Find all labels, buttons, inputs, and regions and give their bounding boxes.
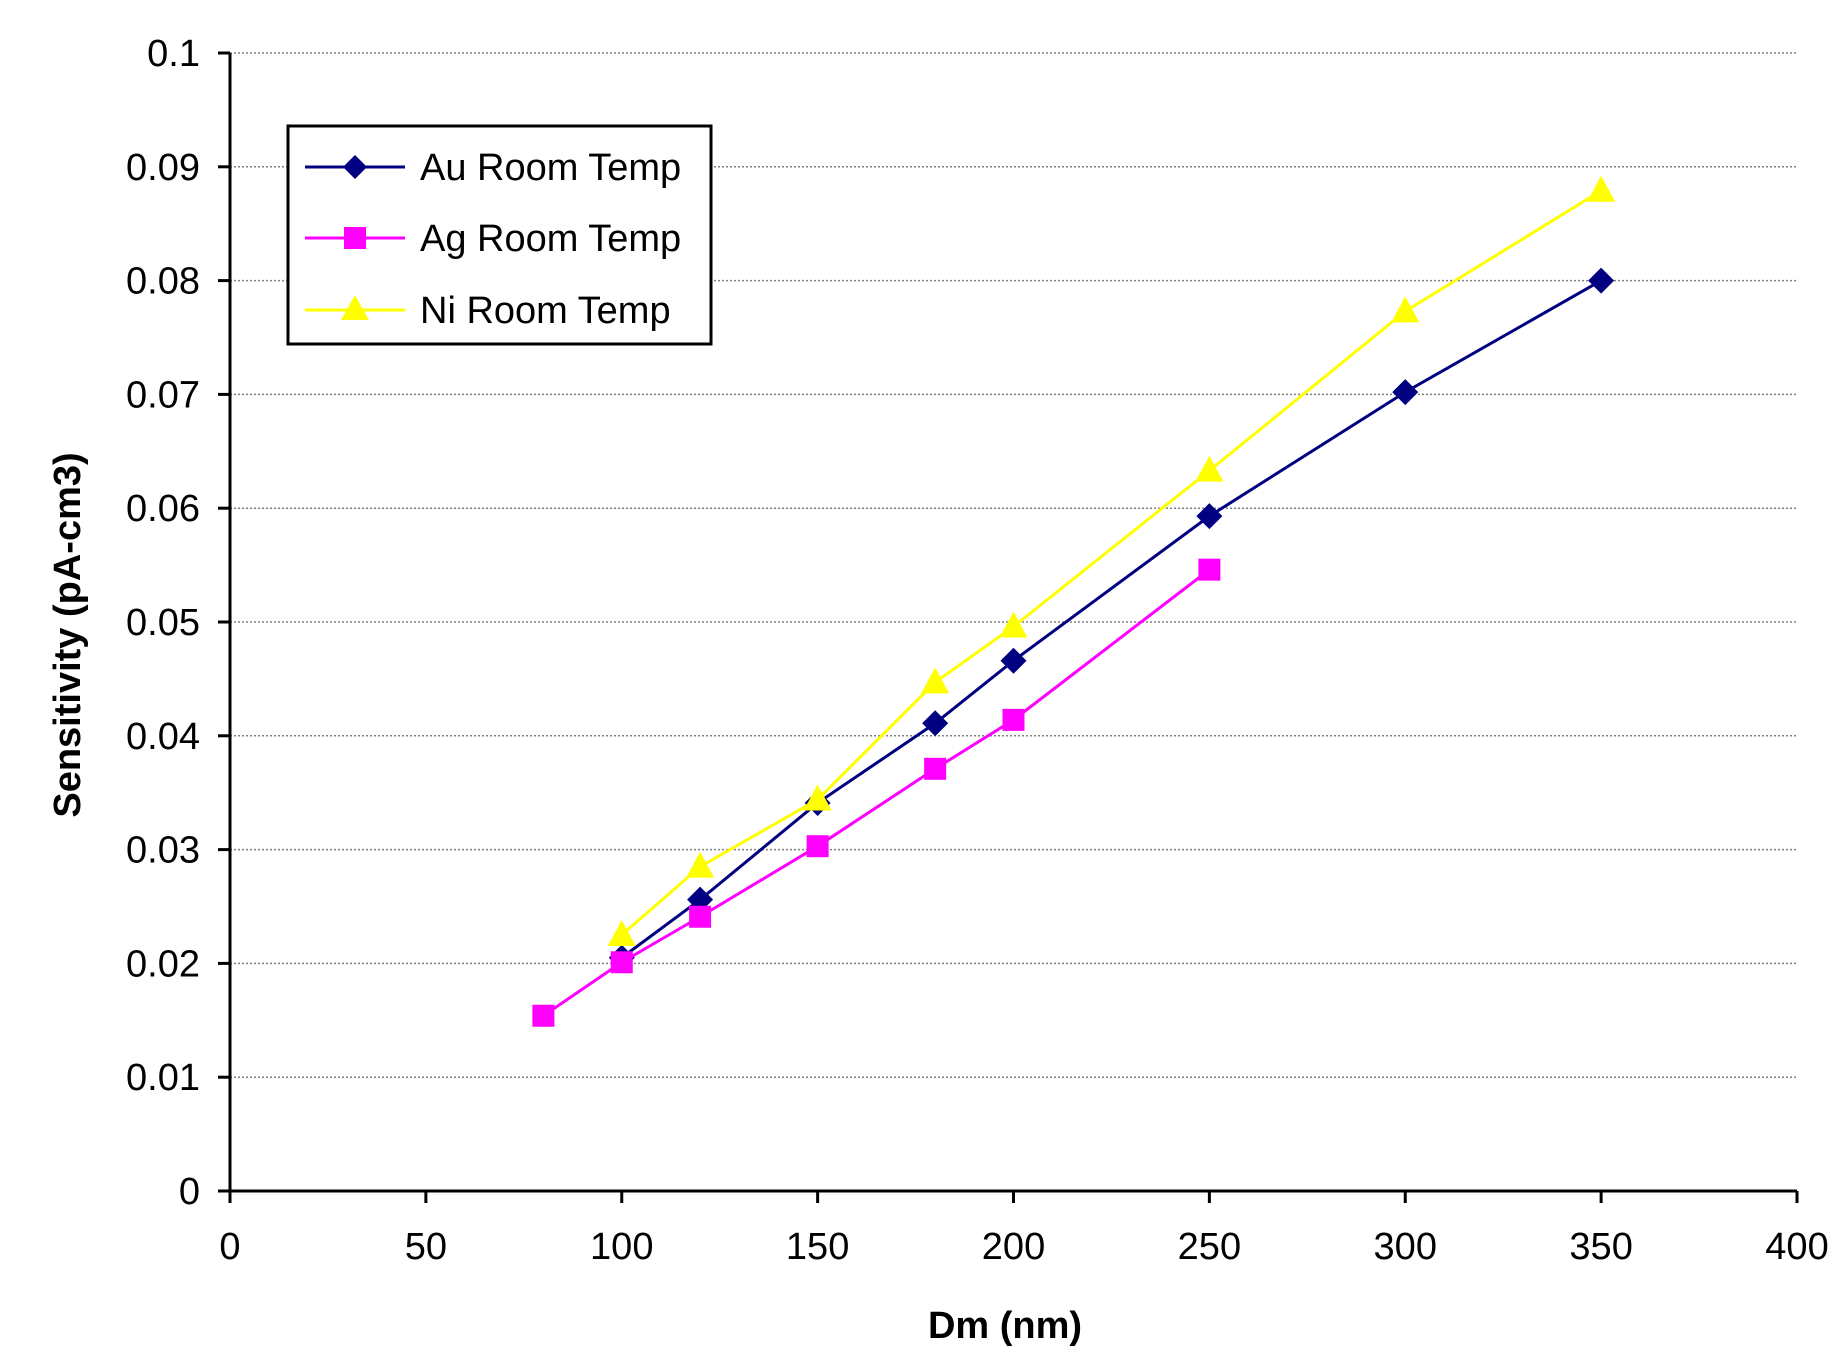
y-tick-label: 0.05	[126, 602, 200, 644]
legend-item-au: Au Room Temp	[305, 147, 681, 189]
data-point-square	[806, 835, 829, 858]
series-line	[620, 279, 1602, 959]
legend-item-ni: Ni Room Temp	[305, 290, 671, 332]
series-1	[532, 558, 1221, 1027]
y-tick-label: 0.1	[147, 33, 200, 75]
series-0	[608, 267, 1615, 971]
data-point-triangle	[999, 611, 1028, 638]
data-point-diamond	[1588, 267, 1615, 294]
data-point-square	[924, 757, 947, 780]
x-tick-label: 50	[405, 1226, 447, 1268]
axes	[218, 51, 1799, 1203]
data-point-diamond	[1392, 379, 1419, 406]
legend-item-ag: Ag Room Temp	[305, 218, 681, 260]
tick-labels: 0 0.01 0.02 0.03 0.04 0.05 0.06 0.07 0.08 0.09 0.1…	[126, 33, 1829, 1268]
x-tick-label: 350	[1569, 1226, 1632, 1268]
data-point-triangle	[607, 919, 636, 946]
y-tick-label: 0.01	[126, 1057, 200, 1099]
data-point-triangle	[1195, 455, 1224, 482]
data-point-square	[532, 1004, 555, 1027]
data-point-square	[689, 905, 712, 928]
x-tick-label: 400	[1765, 1226, 1828, 1268]
series-2	[607, 175, 1616, 946]
legend-label-au: Au Room Temp	[420, 147, 681, 189]
data-point-triangle	[803, 784, 832, 811]
data-point-square	[610, 951, 633, 974]
x-tick-label: 0	[219, 1226, 240, 1268]
x-tick-label: 150	[786, 1226, 849, 1268]
x-tick-label: 100	[590, 1226, 653, 1268]
data-point-square	[1002, 708, 1025, 731]
y-axis-title: Sensitivity (pA-cm3)	[47, 452, 89, 817]
y-tick-label: 0.03	[126, 830, 200, 872]
series-line	[620, 189, 1602, 937]
y-tick-label: 0.08	[126, 261, 200, 303]
y-tick-label: 0.06	[126, 488, 200, 530]
x-tick-label: 250	[1178, 1226, 1241, 1268]
y-tick-label: 0.04	[126, 716, 200, 758]
data-series	[532, 175, 1616, 1027]
y-tick-label: 0.09	[126, 147, 200, 189]
data-point-triangle	[686, 851, 715, 878]
data-point-triangle	[1391, 296, 1420, 323]
y-tick-label: 0.07	[126, 374, 200, 416]
x-tick-label: 200	[982, 1226, 1045, 1268]
x-axis-title: Dm (nm)	[928, 1305, 1082, 1347]
data-point-diamond	[922, 710, 949, 737]
legend-label-ag: Ag Room Temp	[420, 218, 681, 260]
legend-diamond-icon	[343, 155, 367, 179]
legend: Au Room Temp Ag Room Temp Ni Room Temp	[286, 124, 713, 346]
legend-triangle-icon	[341, 295, 369, 320]
data-point-triangle	[921, 667, 950, 694]
legend-label-ni: Ni Room Temp	[420, 290, 671, 332]
series-line	[542, 568, 1211, 1017]
data-point-diamond	[1196, 503, 1223, 530]
data-point-triangle	[1587, 175, 1616, 202]
data-point-diamond	[1000, 647, 1027, 674]
y-tick-label: 0.02	[126, 943, 200, 985]
legend-square-icon	[344, 227, 366, 249]
data-point-square	[1198, 558, 1221, 581]
y-tick-label: 0	[179, 1171, 200, 1213]
x-tick-label: 300	[1374, 1226, 1437, 1268]
